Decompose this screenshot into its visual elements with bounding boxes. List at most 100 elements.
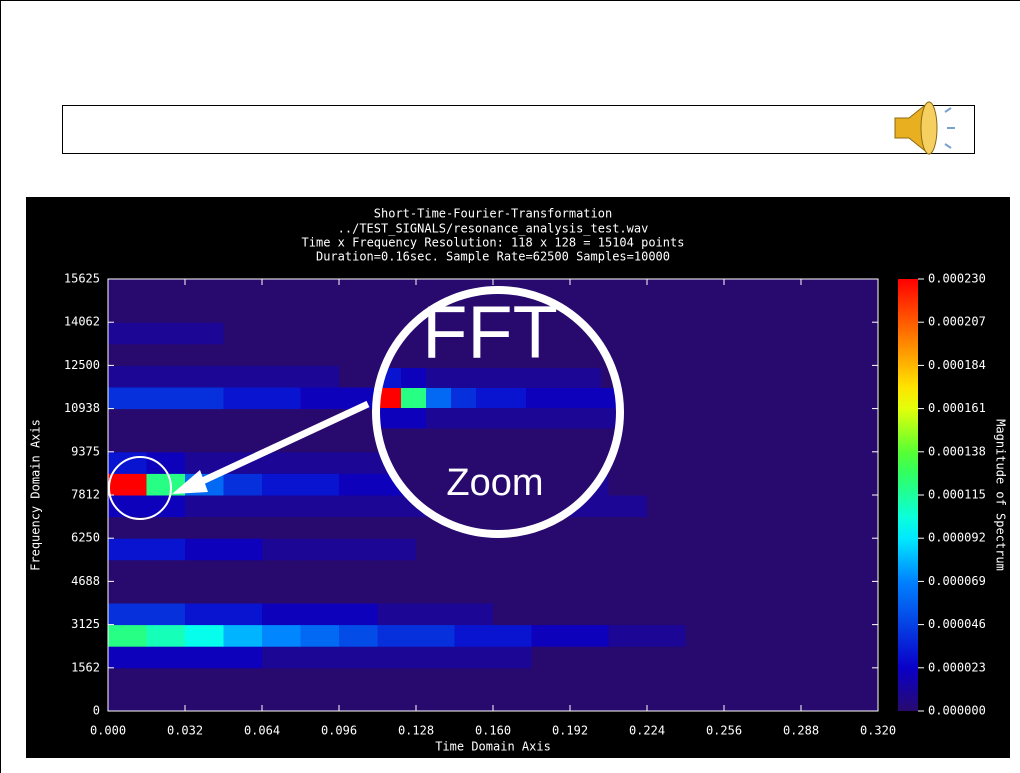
heat-cell — [147, 279, 186, 301]
heat-cell — [493, 646, 532, 668]
heat-cell — [686, 279, 725, 301]
zoom-cell — [576, 408, 602, 429]
heat-cell — [224, 279, 263, 301]
heat-cell — [185, 603, 224, 625]
heat-cell — [609, 279, 648, 301]
zoom-cell — [401, 388, 427, 409]
heat-cell — [339, 560, 378, 582]
heat-cell — [185, 560, 224, 582]
heat-cell — [147, 387, 186, 409]
heat-cell — [570, 517, 609, 539]
heat-cell — [686, 409, 725, 431]
chart-subtitle: ../TEST_SIGNALS/resonance_analysis_test.… — [338, 222, 649, 236]
heat-cell — [570, 538, 609, 560]
heat-cell — [763, 387, 802, 409]
heat-cell — [609, 560, 648, 582]
heat-cell — [301, 625, 340, 647]
heat-cell — [763, 625, 802, 647]
heat-cell — [301, 517, 340, 539]
heat-cell — [108, 689, 147, 711]
heat-cell — [147, 581, 186, 603]
heat-cell — [301, 365, 340, 387]
chart-title: Short-Time-Fourier-Transformation — [374, 207, 612, 221]
colorbar-tick-label: 0.000207 — [928, 315, 986, 329]
heat-cell — [147, 668, 186, 690]
heat-cell — [262, 452, 301, 474]
colorbar-tick-label: 0.000138 — [928, 444, 986, 458]
heat-cell — [108, 387, 147, 409]
chart-subtitle: Duration=0.16sec. Sample Rate=62500 Samp… — [316, 250, 670, 264]
heat-cell — [185, 279, 224, 301]
heat-cell — [724, 344, 763, 366]
zoom-cell — [401, 408, 427, 429]
heat-cell — [763, 689, 802, 711]
heat-cell — [570, 279, 609, 301]
zoom-cell — [526, 408, 552, 429]
heat-cell — [224, 603, 263, 625]
y-axis-label: Frequency Domain Axis — [29, 419, 43, 571]
heat-cell — [108, 603, 147, 625]
colorbar-tick-label: 0.000115 — [928, 488, 986, 502]
heat-cell — [840, 517, 879, 539]
text-box[interactable] — [63, 106, 975, 154]
heat-cell — [840, 365, 879, 387]
heat-cell — [647, 409, 686, 431]
heat-cell — [224, 495, 263, 517]
heat-cell — [686, 646, 725, 668]
zoom-cell — [426, 388, 452, 409]
x-tick-label: 0.128 — [398, 724, 434, 738]
heat-cell — [840, 603, 879, 625]
heat-cell — [262, 625, 301, 647]
heat-cell — [840, 409, 879, 431]
heat-cell — [262, 560, 301, 582]
heat-cell — [378, 603, 417, 625]
heat-cell — [763, 473, 802, 495]
x-tick-label: 0.032 — [167, 724, 203, 738]
heat-cell — [378, 560, 417, 582]
x-tick-label: 0.256 — [706, 724, 742, 738]
heat-cell — [455, 538, 494, 560]
heat-cell — [647, 517, 686, 539]
heat-cell — [647, 689, 686, 711]
heat-cell — [801, 409, 840, 431]
heat-cell — [686, 365, 725, 387]
heat-cell — [185, 344, 224, 366]
heat-cell — [532, 689, 571, 711]
heat-cell — [147, 344, 186, 366]
heat-cell — [339, 538, 378, 560]
heat-cell — [455, 689, 494, 711]
heat-cell — [763, 452, 802, 474]
heat-cell — [493, 581, 532, 603]
heat-cell — [724, 646, 763, 668]
heat-cell — [570, 625, 609, 647]
heat-cell — [108, 365, 147, 387]
heat-cell — [570, 689, 609, 711]
heat-cell — [147, 689, 186, 711]
heat-cell — [147, 301, 186, 323]
heat-cell — [262, 322, 301, 344]
heat-cell — [840, 495, 879, 517]
heat-cell — [262, 603, 301, 625]
heat-cell — [224, 517, 263, 539]
heat-cell — [840, 279, 879, 301]
heat-cell — [108, 473, 147, 495]
zoom-cell — [426, 408, 452, 429]
heat-cell — [570, 668, 609, 690]
heat-cell — [224, 689, 263, 711]
heat-cell — [801, 473, 840, 495]
heat-cell — [686, 473, 725, 495]
heat-cell — [493, 560, 532, 582]
heat-cell — [532, 560, 571, 582]
heat-cell — [647, 668, 686, 690]
heat-cell — [801, 279, 840, 301]
heat-cell — [647, 322, 686, 344]
heat-cell — [301, 473, 340, 495]
heat-cell — [763, 365, 802, 387]
heat-cell — [339, 344, 378, 366]
heat-cell — [301, 495, 340, 517]
heat-cell — [339, 625, 378, 647]
heat-cell — [301, 387, 340, 409]
heat-cell — [416, 668, 455, 690]
heat-cell — [609, 625, 648, 647]
heat-cell — [763, 603, 802, 625]
